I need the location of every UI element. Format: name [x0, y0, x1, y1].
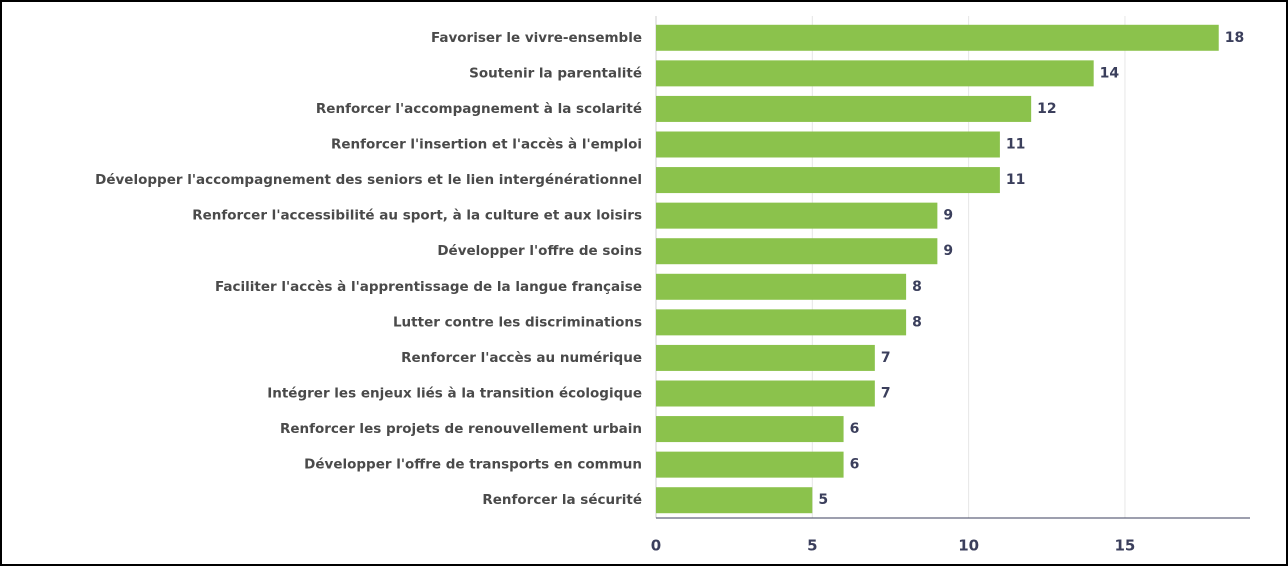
bar	[656, 309, 907, 336]
value-label: 8	[912, 279, 922, 295]
value-label: 14	[1100, 65, 1120, 81]
value-label: 18	[1225, 30, 1244, 46]
value-label: 7	[881, 386, 891, 402]
y-tick-label: Renforcer l'insertion et l'accès à l'emp…	[331, 137, 642, 153]
y-tick-label: Développer l'accompagnement des seniors …	[95, 172, 642, 188]
x-tick-label: 10	[958, 537, 979, 555]
y-tick-label: Intégrer les enjeux liés à la transition…	[267, 386, 642, 402]
y-tick-label: Renforcer l'accompagnement à la scolarit…	[316, 101, 642, 117]
value-label: 6	[850, 421, 860, 437]
y-tick-label: Renforcer l'accessibilité au sport, à la…	[192, 208, 642, 224]
y-tick-label: Lutter contre les discriminations	[393, 314, 642, 330]
value-label: 11	[1006, 137, 1025, 153]
bar	[656, 451, 844, 478]
y-tick-label: Développer l'offre de soins	[437, 243, 642, 259]
bar	[656, 487, 813, 514]
y-tick-label: Favoriser le vivre-ensemble	[431, 30, 642, 46]
x-tick-label: 5	[807, 537, 817, 555]
value-label: 9	[943, 243, 953, 259]
y-tick-label: Renforcer les projets de renouvellement …	[280, 421, 642, 437]
bar	[656, 24, 1219, 51]
y-tick-label: Renforcer l'accès au numérique	[401, 350, 642, 366]
value-label: 11	[1006, 172, 1025, 188]
value-label: 6	[850, 457, 860, 473]
y-tick-label: Faciliter l'accès à l'apprentissage de l…	[215, 279, 642, 295]
bar	[656, 95, 1032, 122]
value-label: 9	[943, 208, 953, 224]
bar	[656, 380, 875, 407]
bar	[656, 416, 844, 443]
value-label: 5	[818, 492, 828, 508]
bar	[656, 167, 1000, 194]
value-label: 12	[1037, 101, 1056, 117]
bar	[656, 273, 907, 300]
bar	[656, 344, 875, 371]
bar	[656, 60, 1094, 87]
x-tick-label: 15	[1115, 537, 1136, 555]
y-tick-label: Soutenir la parentalité	[469, 65, 642, 81]
value-label: 7	[881, 350, 891, 366]
bar	[656, 238, 938, 265]
y-tick-label: Renforcer la sécurité	[482, 492, 642, 508]
bar	[656, 202, 938, 229]
bar	[656, 131, 1000, 158]
value-label: 8	[912, 314, 922, 330]
y-tick-label: Développer l'offre de transports en comm…	[304, 457, 642, 473]
x-tick-label: 0	[651, 537, 661, 555]
